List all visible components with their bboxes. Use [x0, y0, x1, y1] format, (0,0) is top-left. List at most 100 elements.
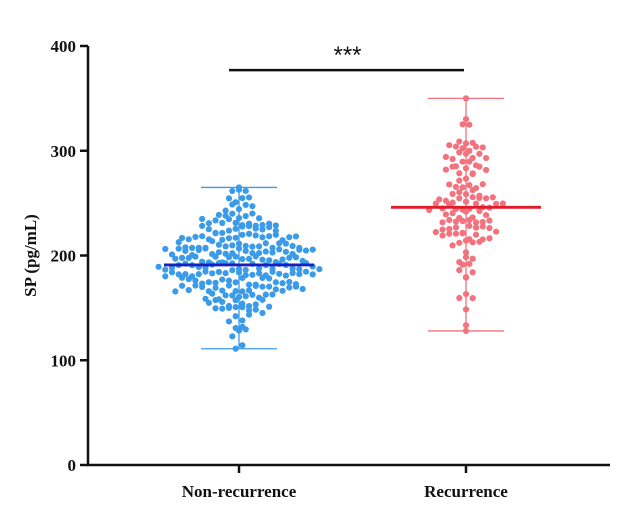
data-point — [225, 277, 233, 284]
data-point — [245, 255, 253, 262]
data-point — [466, 158, 473, 165]
data-point — [242, 201, 249, 209]
data-point — [242, 212, 249, 220]
data-point — [249, 243, 256, 250]
significance-label: *** — [333, 42, 361, 69]
y-tick-label: 0 — [68, 456, 77, 475]
y-tick-label: 200 — [51, 247, 77, 266]
data-point — [266, 303, 273, 310]
data-point — [185, 236, 192, 243]
data-point — [493, 228, 500, 235]
data-point — [466, 222, 473, 229]
data-point — [175, 239, 182, 246]
data-point — [245, 311, 253, 318]
data-point — [232, 313, 239, 320]
data-point — [205, 279, 212, 286]
data-point — [469, 255, 476, 262]
data-point — [289, 265, 296, 272]
y-tick-label: 300 — [51, 142, 77, 161]
data-point — [259, 296, 266, 303]
data-point — [199, 222, 206, 229]
data-point — [292, 283, 300, 290]
data-point — [472, 219, 480, 226]
data-point — [256, 265, 263, 272]
data-point — [466, 216, 473, 224]
data-point — [229, 201, 236, 208]
data-point — [242, 293, 249, 300]
data-point — [446, 142, 453, 149]
data-point — [266, 275, 273, 282]
data-point — [229, 333, 236, 340]
data-point — [459, 158, 466, 165]
data-point — [212, 230, 219, 237]
data-point — [229, 187, 236, 195]
data-point — [459, 261, 466, 268]
data-point — [292, 233, 300, 240]
data-point — [239, 274, 246, 282]
data-point — [252, 253, 259, 260]
data-point — [192, 233, 199, 241]
data-point — [272, 231, 279, 238]
data-point — [185, 287, 192, 294]
data-point — [249, 291, 256, 298]
data-point — [232, 287, 239, 295]
data-point — [195, 271, 202, 278]
data-point — [469, 171, 476, 178]
data-point — [239, 304, 246, 311]
data-point — [245, 223, 253, 230]
data-point — [162, 266, 169, 273]
data-point — [232, 253, 239, 260]
data-point — [449, 190, 456, 198]
data-point — [469, 187, 476, 194]
data-point — [172, 255, 179, 262]
data-point — [292, 254, 300, 261]
data-point — [215, 268, 222, 276]
data-point — [232, 225, 239, 232]
data-point — [449, 210, 456, 217]
data-point — [446, 216, 453, 224]
data-point — [472, 200, 480, 207]
data-point — [449, 163, 456, 170]
data-point — [189, 244, 196, 251]
data-point — [209, 270, 216, 277]
data-point — [185, 254, 192, 262]
data-point — [199, 283, 206, 291]
data-point — [212, 279, 219, 286]
data-point — [256, 215, 263, 222]
data-point — [442, 153, 449, 161]
data-point — [259, 234, 266, 241]
data-point — [282, 272, 289, 279]
data-point — [245, 281, 253, 288]
data-point — [266, 257, 273, 264]
data-point — [479, 144, 486, 151]
data-point — [439, 232, 446, 239]
data-point — [439, 219, 446, 226]
data-point — [225, 227, 233, 234]
data-point — [272, 286, 279, 293]
data-point — [168, 269, 176, 276]
data-point — [242, 326, 249, 333]
data-point — [219, 305, 226, 312]
data-point — [279, 287, 286, 294]
data-point — [456, 189, 463, 196]
data-point — [249, 203, 256, 210]
data-point — [168, 251, 176, 258]
data-point — [242, 242, 249, 250]
data-point — [449, 155, 456, 163]
data-point — [452, 224, 460, 231]
data-point — [446, 225, 453, 233]
data-point — [229, 210, 236, 217]
labels: SP (pg/mL) *** — [21, 42, 362, 297]
data-point — [466, 260, 473, 267]
data-points — [155, 95, 506, 352]
data-point — [225, 216, 233, 223]
data-point — [239, 195, 246, 202]
data-point — [222, 243, 229, 250]
data-point — [232, 279, 239, 286]
data-point — [436, 196, 443, 203]
data-point — [286, 284, 293, 291]
data-point — [456, 170, 463, 177]
data-point — [266, 224, 273, 231]
data-point — [162, 245, 169, 253]
data-point — [442, 211, 449, 218]
